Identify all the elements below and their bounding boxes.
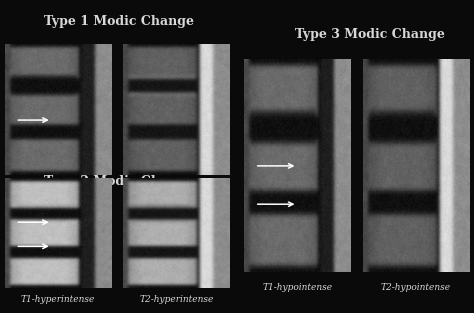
Text: T1-hypointense: T1-hypointense <box>23 185 93 194</box>
Text: T1-hypointense: T1-hypointense <box>263 284 332 292</box>
Text: T2-hyperintense: T2-hyperintense <box>139 185 214 194</box>
Text: T2-hypointense: T2-hypointense <box>381 284 451 292</box>
Text: T2-hyperintense: T2-hyperintense <box>139 295 214 304</box>
Text: Type 3 Modic Change: Type 3 Modic Change <box>295 28 445 41</box>
Text: Type 2 Modic Change: Type 2 Modic Change <box>44 175 193 188</box>
Text: Type 1 Modic Change: Type 1 Modic Change <box>44 15 193 28</box>
Text: T1-hyperintense: T1-hyperintense <box>21 295 95 304</box>
